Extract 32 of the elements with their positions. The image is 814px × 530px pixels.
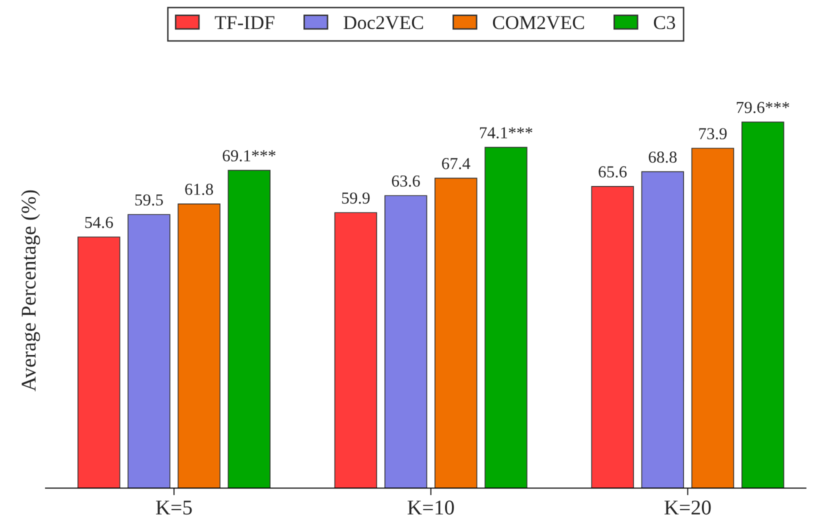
data-label: 74.1***	[480, 127, 532, 138]
bar	[178, 203, 220, 488]
data-label: 69.1***	[222, 150, 276, 162]
data-label: 59.5	[135, 194, 163, 206]
data-label: 63.6	[392, 175, 420, 187]
legend-label: C3	[654, 16, 676, 30]
bar	[641, 171, 684, 488]
bar	[128, 214, 170, 488]
data-label: 54.6	[85, 216, 113, 228]
bar	[78, 236, 120, 488]
x-tick-label: K=20	[664, 500, 711, 515]
data-label: 73.9	[699, 128, 727, 140]
data-label: 65.6	[598, 166, 627, 178]
bar	[384, 195, 428, 488]
y-axis-title: Average Percentage (%)	[21, 190, 40, 392]
bar	[334, 212, 378, 488]
data-label: 59.9	[342, 192, 370, 204]
bar	[434, 178, 478, 488]
data-label: 79.6***	[736, 102, 790, 114]
data-label: 68.8	[648, 152, 677, 163]
bar	[741, 122, 784, 488]
legend-label: COM2VEC	[492, 16, 584, 30]
bar	[484, 146, 528, 488]
legend-label: TF-IDF	[214, 16, 274, 30]
x-tick-label: K=10	[408, 500, 454, 515]
data-label: 61.8	[185, 184, 213, 196]
x-tick-label: K=5	[156, 500, 192, 515]
legend-label: Doc2VEC	[344, 16, 424, 30]
bar	[228, 170, 270, 488]
bar	[691, 148, 734, 488]
bar	[591, 186, 634, 488]
data-label: 67.4	[442, 158, 470, 170]
